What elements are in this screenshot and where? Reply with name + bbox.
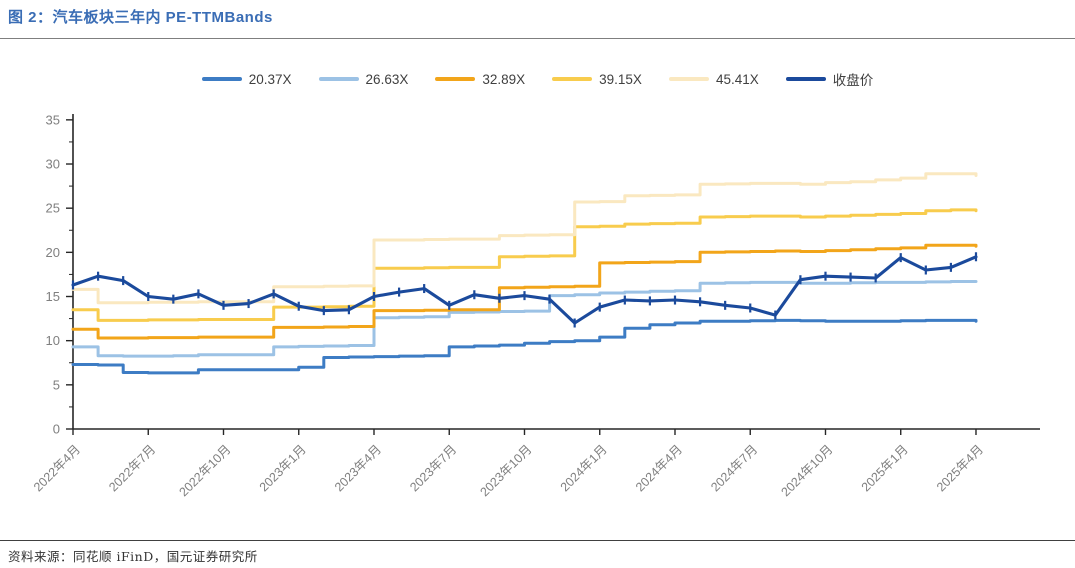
y-tick-label: 0 — [53, 422, 60, 437]
x-tick-label: 2023年7月 — [407, 442, 459, 494]
series-line-20.37X — [71, 318, 978, 375]
chart-legend: 20.37X 26.63X 32.89X 39.15X 45.41X 收盘价 — [0, 69, 1075, 89]
x-tick-label: 2024年4月 — [633, 442, 685, 494]
data-source-note: 资料来源：同花顺 iFinD，国元证券研究所 — [8, 549, 258, 564]
legend-swatch — [552, 77, 593, 81]
legend-label: 32.89X — [482, 71, 526, 87]
title-divider — [0, 38, 1075, 39]
legend-swatch — [785, 77, 826, 81]
legend-swatch — [435, 77, 476, 81]
legend-label: 39.15X — [599, 71, 642, 87]
legend-label: 26.63X — [365, 71, 409, 87]
y-tick-label: 5 — [53, 377, 60, 392]
series-markers-收盘价 — [71, 252, 978, 328]
legend-item-收盘价: 收盘价 — [785, 69, 874, 89]
legend-label: 20.37X — [248, 71, 292, 87]
legend-item-45.41X: 45.41X — [668, 71, 759, 87]
legend-swatch — [668, 77, 709, 81]
y-tick-label: 25 — [46, 201, 60, 216]
x-tick-label: 2025年1月 — [859, 442, 911, 494]
chart-title: 图 2：汽车板块三年内 PE-TTMBands — [8, 9, 273, 26]
x-tick-label: 2023年1月 — [257, 442, 309, 494]
legend-item-20.37X: 20.37X — [201, 71, 292, 87]
series-line-26.63X — [71, 280, 978, 358]
series-line-45.41X — [71, 172, 978, 305]
legend-item-26.63X: 26.63X — [318, 71, 409, 87]
y-tick-label: 15 — [46, 289, 60, 304]
y-tick-label: 20 — [46, 245, 60, 260]
y-tick-label: 30 — [46, 157, 60, 172]
legend-item-32.89X: 32.89X — [435, 72, 525, 87]
y-tick-label: 10 — [46, 333, 60, 348]
x-tick-label: 2024年7月 — [708, 442, 760, 494]
legend-swatch — [201, 77, 242, 81]
footer-divider — [0, 540, 1075, 541]
x-tick-label: 2025年4月 — [934, 442, 986, 494]
x-tick-label: 2022年4月 — [31, 442, 83, 494]
x-tick-label: 2023年4月 — [332, 442, 384, 494]
x-tick-label: 2022年10月 — [177, 442, 234, 499]
x-tick-label: 2022年7月 — [106, 442, 158, 494]
series-line-收盘价 — [71, 255, 978, 325]
x-tick-label: 2024年10月 — [779, 442, 836, 499]
legend-label: 45.41X — [715, 71, 759, 87]
x-tick-label: 2023年10月 — [478, 442, 535, 499]
series-line-39.15X — [71, 208, 978, 322]
series-line-32.89X — [71, 243, 978, 340]
y-tick-label: 35 — [46, 112, 60, 127]
x-tick-label: 2024年1月 — [558, 442, 610, 494]
legend-item-39.15X: 39.15X — [552, 72, 642, 87]
legend-swatch — [318, 77, 359, 81]
legend-label: 收盘价 — [832, 73, 874, 88]
